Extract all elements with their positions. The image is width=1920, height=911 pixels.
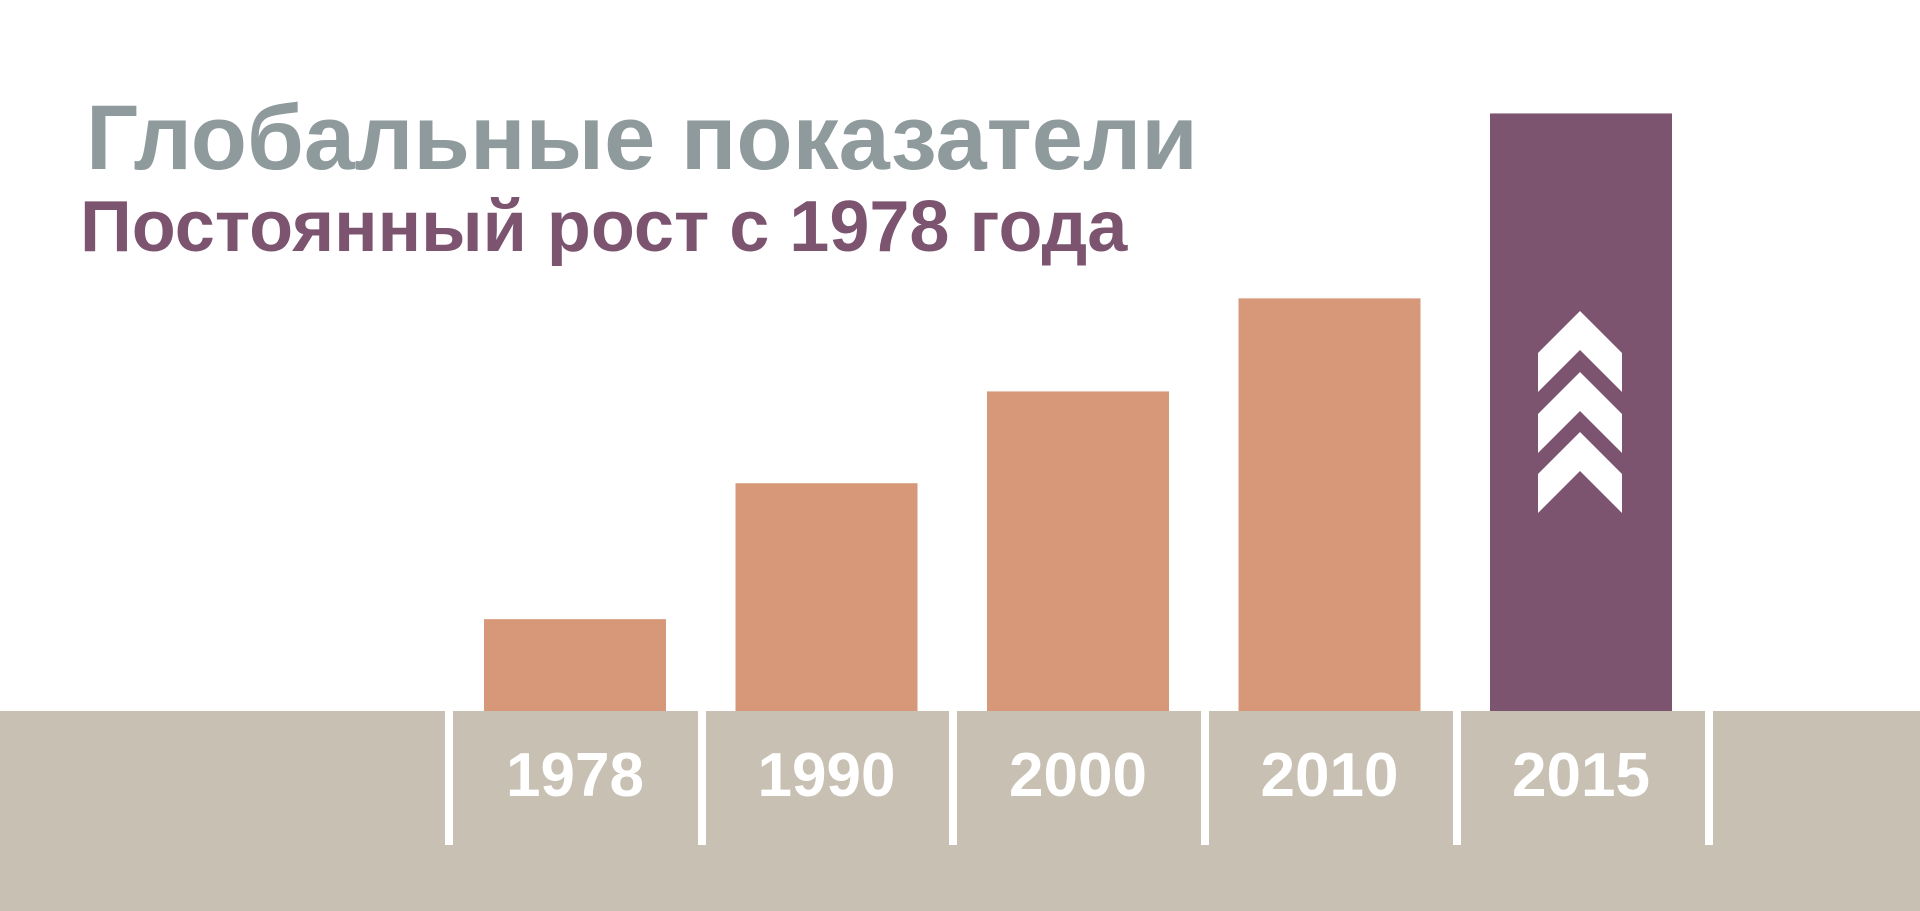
growth-chevrons xyxy=(1538,311,1622,513)
separator xyxy=(1705,711,1713,845)
chart-title: Глобальные показатели xyxy=(86,87,1198,189)
baseline-band xyxy=(0,711,1920,911)
x-tick-label: 1978 xyxy=(506,741,644,810)
bar xyxy=(1238,298,1421,711)
bar xyxy=(735,483,918,711)
separator xyxy=(1453,711,1461,845)
bar xyxy=(987,391,1169,711)
separators xyxy=(445,711,1713,845)
separator xyxy=(445,711,453,845)
bar xyxy=(1490,113,1672,712)
x-tick-label: 2010 xyxy=(1261,741,1399,810)
chevron xyxy=(1538,311,1622,392)
bars xyxy=(484,113,1672,712)
separator xyxy=(1201,711,1209,845)
x-tick-label: 1990 xyxy=(758,741,896,810)
x-tick-label: 2000 xyxy=(1009,741,1147,810)
chevron xyxy=(1538,372,1622,453)
separator xyxy=(698,711,706,845)
bar xyxy=(484,619,666,711)
separator xyxy=(949,711,957,845)
x-tick-label: 2015 xyxy=(1512,741,1650,810)
chevron xyxy=(1538,432,1622,513)
chart-subtitle: Постоянный рост с 1978 года xyxy=(80,187,1128,267)
